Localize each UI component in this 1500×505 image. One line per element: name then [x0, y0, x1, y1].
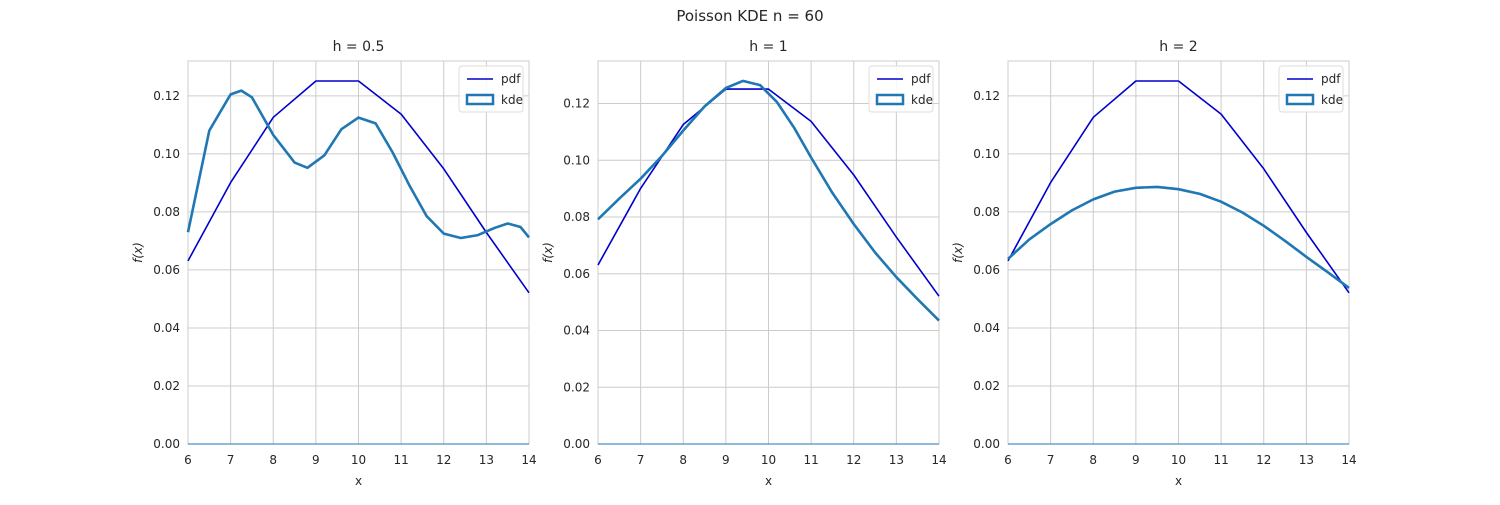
y-axis-label: f(x) [131, 242, 145, 263]
series-line-pdf [597, 88, 940, 297]
x-tick-label: 6 [1004, 453, 1012, 467]
y-tick-label: 0.04 [153, 321, 180, 335]
x-tick-label: 10 [351, 453, 366, 467]
legend: pdf kde [868, 65, 934, 113]
x-tick-label: 7 [1047, 453, 1055, 467]
legend-kde-label: kde [911, 93, 933, 107]
y-tick-label: 0.08 [973, 205, 1000, 219]
x-tick-label: 9 [312, 453, 320, 467]
y-tick-label: 0.12 [153, 89, 180, 103]
y-tick-label: 0.04 [973, 321, 1000, 335]
y-tick-label: 0.08 [153, 205, 180, 219]
legend-pdf-label: pdf [1321, 72, 1341, 86]
y-axis-label: f(x) [541, 242, 555, 263]
x-tick-label: 13 [479, 453, 494, 467]
y-tick-label: 0.10 [973, 147, 1000, 161]
x-tick-label: 13 [1299, 453, 1314, 467]
x-tick-label: 9 [1132, 453, 1140, 467]
x-tick-label: 11 [1213, 453, 1228, 467]
legend: pdf kde [458, 65, 524, 113]
x-tick-label: 14 [931, 453, 946, 467]
x-tick-label: 13 [889, 453, 904, 467]
x-tick-label: 12 [436, 453, 451, 467]
legend-box [458, 65, 524, 113]
series-line-pdf [1007, 80, 1350, 294]
y-tick-label: 0.10 [153, 147, 180, 161]
x-tick-label: 8 [269, 453, 277, 467]
x-axis-label: x [355, 474, 362, 488]
legend-pdf-label: pdf [501, 72, 521, 86]
chart-panel-3: 6 7 8 9 10 11 12 13 14 0.00 0.02 0.04 0.06 0.08 0.10 0.… [951, 39, 1357, 488]
legend-pdf-label: pdf [911, 72, 931, 86]
x-tick-label: 11 [803, 453, 818, 467]
y-tick-label: 0.06 [563, 267, 590, 281]
series-line-pdf [187, 80, 530, 294]
y-axis-label: f(x) [951, 242, 965, 263]
legend-box [868, 65, 934, 113]
x-tick-label: 12 [846, 453, 861, 467]
x-axis-label: x [1175, 474, 1182, 488]
panel-title: h = 1 [749, 39, 787, 55]
x-tick-label: 6 [184, 453, 192, 467]
x-axis-label: x [765, 474, 772, 488]
legend-kde-label: kde [501, 93, 523, 107]
y-tick-label: 0.00 [153, 437, 180, 451]
legend-kde-label: kde [1321, 93, 1343, 107]
x-tick-label: 9 [722, 453, 730, 467]
x-tick-label: 8 [1089, 453, 1097, 467]
x-tick-label: 7 [227, 453, 235, 467]
y-tick-label: 0.08 [563, 210, 590, 224]
x-tick-label: 6 [594, 453, 602, 467]
y-tick-label: 0.00 [563, 437, 590, 451]
y-tick-label: 0.04 [563, 324, 590, 338]
x-tick-label: 10 [1171, 453, 1186, 467]
x-tick-label: 11 [393, 453, 408, 467]
x-tick-label: 10 [761, 453, 776, 467]
chart-panel-1: 6 7 8 9 10 11 12 13 14 0.00 0.02 0.04 0.06 0.08 0.10 0.… [131, 39, 537, 488]
panels: 6 7 8 9 10 11 12 13 14 0.00 0.02 0.04 0.06 0.08 0.10 0.… [131, 39, 1357, 488]
legend-box [1278, 65, 1344, 113]
y-tick-label: 0.06 [973, 263, 1000, 277]
series-line-kde [186, 89, 531, 240]
panel-title: h = 0.5 [333, 39, 385, 55]
x-tick-label: 7 [637, 453, 645, 467]
figure-title: Poisson KDE n = 60 [676, 7, 823, 25]
y-tick-label: 0.00 [973, 437, 1000, 451]
y-tick-label: 0.06 [153, 263, 180, 277]
y-tick-label: 0.02 [563, 380, 590, 394]
x-tick-label: 8 [679, 453, 687, 467]
series-line-kde [1007, 185, 1350, 289]
series-line-kde [597, 79, 940, 322]
panel-title: h = 2 [1159, 39, 1197, 55]
x-tick-label: 12 [1256, 453, 1271, 467]
legend-kde-swatch [1285, 93, 1315, 106]
legend-kde-swatch [465, 93, 495, 106]
chart-panel-2: 6 7 8 9 10 11 12 13 14 0.00 0.02 0.04 0.06 0.08 0.10 0.… [541, 39, 947, 488]
legend-kde-swatch [875, 93, 905, 106]
x-tick-label: 14 [521, 453, 536, 467]
y-tick-label: 0.02 [973, 379, 1000, 393]
y-tick-label: 0.12 [563, 97, 590, 111]
y-tick-label: 0.12 [973, 89, 1000, 103]
legend: pdf kde [1278, 65, 1344, 113]
y-tick-label: 0.10 [563, 153, 590, 167]
x-tick-label: 14 [1341, 453, 1356, 467]
y-tick-label: 0.02 [153, 379, 180, 393]
